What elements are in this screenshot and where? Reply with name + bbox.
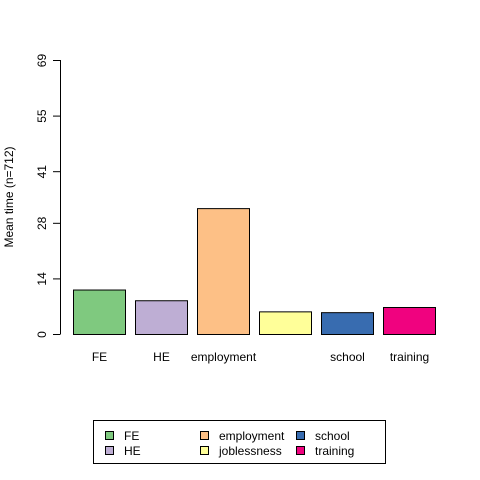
legend-label: HE xyxy=(124,444,141,458)
bars xyxy=(73,208,436,336)
x-tick-label: HE xyxy=(153,350,170,364)
legend-swatch-joblessness xyxy=(200,446,209,455)
bar-HE xyxy=(135,300,188,335)
legend-swatch-school xyxy=(296,431,305,440)
legend-box xyxy=(93,420,386,464)
legend-label: employment xyxy=(219,429,285,443)
legend-label: FE xyxy=(124,429,139,443)
y-tick-label: 28 xyxy=(35,216,49,230)
x-tick-label: FE xyxy=(92,350,107,364)
x-tick-label: training xyxy=(390,350,429,364)
bar-joblessness xyxy=(259,311,312,335)
bar-FE xyxy=(73,289,126,335)
bar-training xyxy=(383,306,436,335)
y-axis-label: Mean time (n=712) xyxy=(2,146,16,247)
y-tick-label: 55 xyxy=(35,109,49,123)
legend-swatch-employment xyxy=(200,431,209,440)
y-tick-label: 69 xyxy=(35,54,49,68)
y-tick-label: 0 xyxy=(35,331,49,338)
x-tick-label: employment xyxy=(191,350,257,364)
legend-swatch-training xyxy=(296,446,305,455)
legend-swatch-FE xyxy=(105,431,114,440)
bar-school xyxy=(321,312,374,336)
x-tick-label: school xyxy=(330,350,365,364)
legend-label: joblessness xyxy=(218,444,282,458)
y-tick-label: 14 xyxy=(35,272,49,286)
legend-label: school xyxy=(315,429,350,443)
bar-employment xyxy=(197,208,250,335)
legend-label: training xyxy=(315,444,354,458)
y-axis: 0 14 28 41 55 69 xyxy=(35,54,61,338)
legend-swatch-HE xyxy=(105,446,114,455)
x-axis-labels: FE HE employment school training xyxy=(92,350,429,364)
y-tick-label: 41 xyxy=(35,165,49,179)
